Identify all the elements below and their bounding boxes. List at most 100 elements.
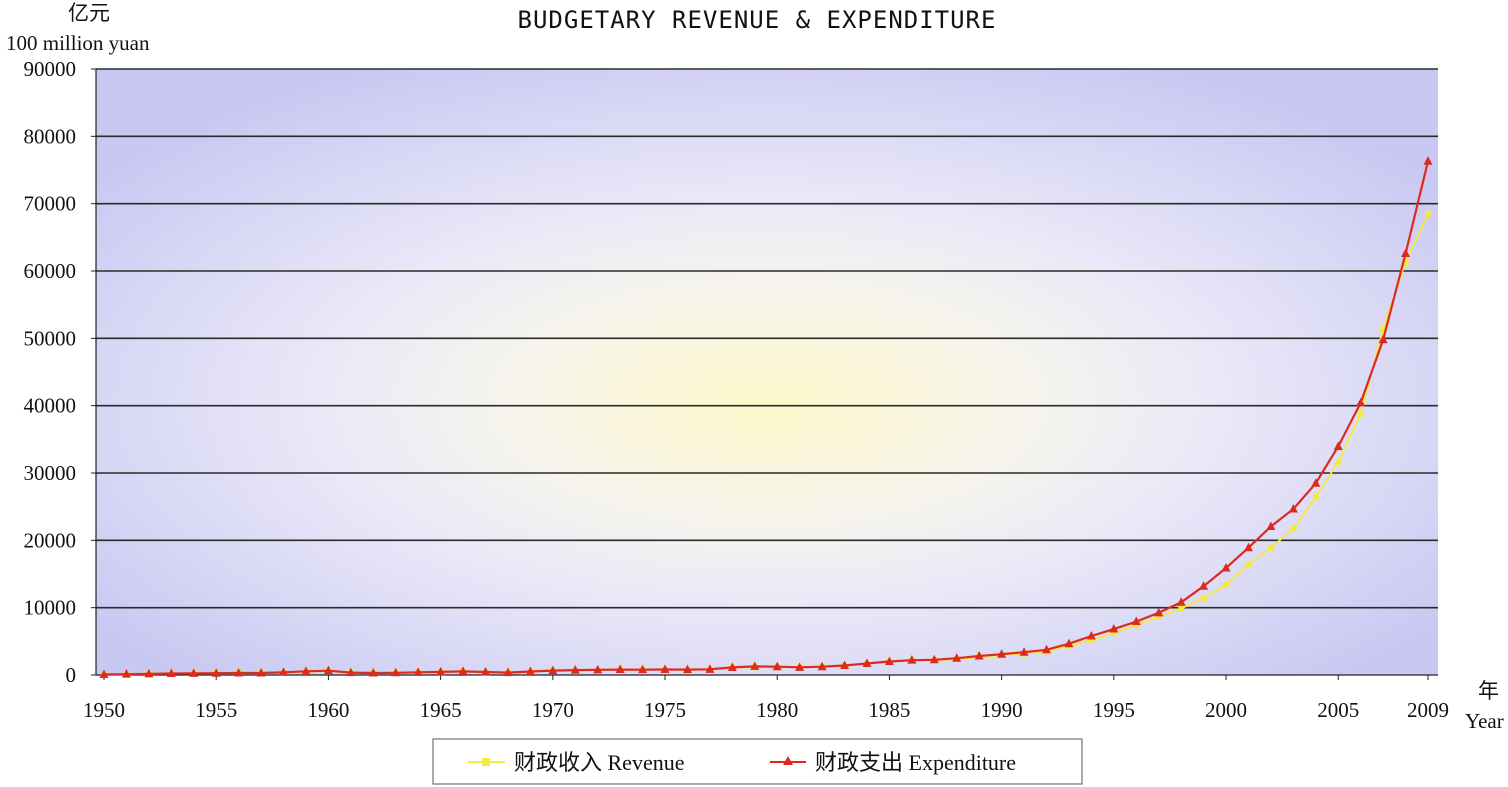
y-tick-label: 70000 — [24, 192, 77, 216]
point-expenditure — [525, 666, 535, 675]
point-expenditure — [1154, 607, 1164, 617]
axes — [91, 68, 1438, 680]
point-expenditure — [570, 665, 580, 674]
legend-revenue-label: 财政收入 Revenue — [514, 750, 684, 775]
point-expenditure — [391, 667, 401, 677]
point-expenditure — [952, 653, 962, 662]
point-expenditure — [1086, 630, 1096, 640]
y-tick-label: 20000 — [24, 528, 77, 552]
y-tick-label: 90000 — [24, 57, 77, 81]
y-ticks: 0 10000 20000 30000 40000 50000 60000 70000 8000… — [24, 57, 77, 687]
point-expenditure — [1243, 542, 1253, 552]
point-expenditure — [840, 660, 850, 670]
point-expenditure — [795, 662, 805, 671]
x-tick-label: 1980 — [756, 698, 798, 722]
point-revenue — [1223, 581, 1230, 588]
x-tick-label: 1965 — [420, 698, 462, 722]
point-expenditure — [1176, 597, 1186, 606]
x-tick-label: 1950 — [83, 698, 125, 722]
x-tick-label: 2000 — [1205, 698, 1247, 722]
point-revenue — [1380, 326, 1387, 333]
y-tick-label: 80000 — [24, 124, 77, 148]
point-expenditure — [346, 667, 356, 677]
point-expenditure — [234, 667, 244, 677]
point-expenditure — [1378, 334, 1388, 344]
y-unit-en: 100 million yuan — [6, 31, 150, 55]
point-revenue — [1402, 259, 1409, 266]
x-tick-label: 1975 — [644, 698, 686, 722]
x-tick-label: 2005 — [1317, 698, 1359, 722]
x-unit-en: Year — [1465, 709, 1504, 733]
point-revenue — [1155, 613, 1162, 620]
chart-title: BUDGETARY REVENUE & EXPENDITURE — [518, 6, 997, 34]
point-expenditure — [750, 661, 760, 670]
point-revenue — [1357, 411, 1364, 418]
x-tick-label: 1990 — [981, 698, 1023, 722]
point-expenditure — [638, 664, 648, 674]
point-expenditure — [503, 667, 513, 677]
point-expenditure — [772, 661, 782, 671]
point-expenditure — [1109, 624, 1119, 633]
point-expenditure — [1423, 156, 1433, 165]
legend-expenditure-marker — [783, 756, 793, 765]
point-expenditure — [1019, 647, 1029, 656]
x-unit-cn: 年 — [1478, 679, 1499, 703]
point-expenditure — [1333, 441, 1343, 451]
point-expenditure — [99, 669, 109, 679]
point-revenue — [1110, 629, 1117, 636]
legend-revenue-marker — [482, 758, 490, 766]
y-tick-label: 40000 — [24, 394, 77, 418]
y-tick-label: 0 — [66, 663, 77, 687]
point-revenue — [1088, 636, 1095, 643]
point-expenditure — [413, 667, 423, 676]
legend: 财政收入 Revenue 财政支出 Expenditure — [432, 738, 1083, 785]
point-expenditure — [436, 666, 446, 676]
legend-box — [432, 738, 1083, 785]
point-expenditure — [144, 668, 154, 678]
point-expenditure — [458, 666, 468, 675]
x-tick-label: 1960 — [307, 698, 349, 722]
legend-expenditure-label: 财政支出 Expenditure — [815, 750, 1016, 775]
point-expenditure — [279, 667, 289, 676]
point-expenditure — [1288, 504, 1298, 513]
point-expenditure — [997, 649, 1007, 658]
point-revenue — [1200, 594, 1207, 601]
point-expenditure — [256, 668, 266, 677]
point-expenditure — [974, 650, 984, 660]
point-expenditure — [189, 668, 199, 677]
grid — [96, 68, 1438, 609]
y-tick-label: 50000 — [24, 326, 77, 350]
point-expenditure — [862, 658, 872, 668]
point-expenditure — [1064, 638, 1074, 648]
point-revenue — [1133, 622, 1140, 629]
point-expenditure — [548, 665, 558, 675]
x-tick-label: 1985 — [868, 698, 910, 722]
point-revenue — [1290, 525, 1297, 532]
series-lines — [99, 156, 1433, 679]
point-expenditure — [1401, 248, 1411, 258]
point-revenue — [1267, 544, 1274, 551]
point-revenue — [1178, 605, 1185, 612]
y-tick-label: 30000 — [24, 461, 77, 485]
x-tick-label: 2009 — [1407, 698, 1449, 722]
point-expenditure — [1356, 397, 1366, 407]
point-expenditure — [682, 664, 692, 674]
point-expenditure — [593, 664, 603, 674]
point-expenditure — [1131, 616, 1141, 626]
y-tick-label: 60000 — [24, 259, 77, 283]
point-revenue — [1425, 210, 1431, 217]
point-expenditure — [907, 655, 917, 664]
point-expenditure — [1221, 563, 1231, 572]
point-expenditure — [727, 662, 737, 671]
point-expenditure — [817, 661, 827, 671]
point-expenditure — [929, 654, 939, 664]
point-expenditure — [211, 668, 221, 677]
point-expenditure — [121, 669, 131, 678]
point-revenue — [1245, 561, 1252, 568]
point-expenditure — [323, 665, 333, 675]
series-expenditure — [99, 156, 1433, 679]
point-expenditure — [615, 664, 625, 674]
point-revenue — [1335, 458, 1342, 465]
point-expenditure — [660, 664, 670, 673]
